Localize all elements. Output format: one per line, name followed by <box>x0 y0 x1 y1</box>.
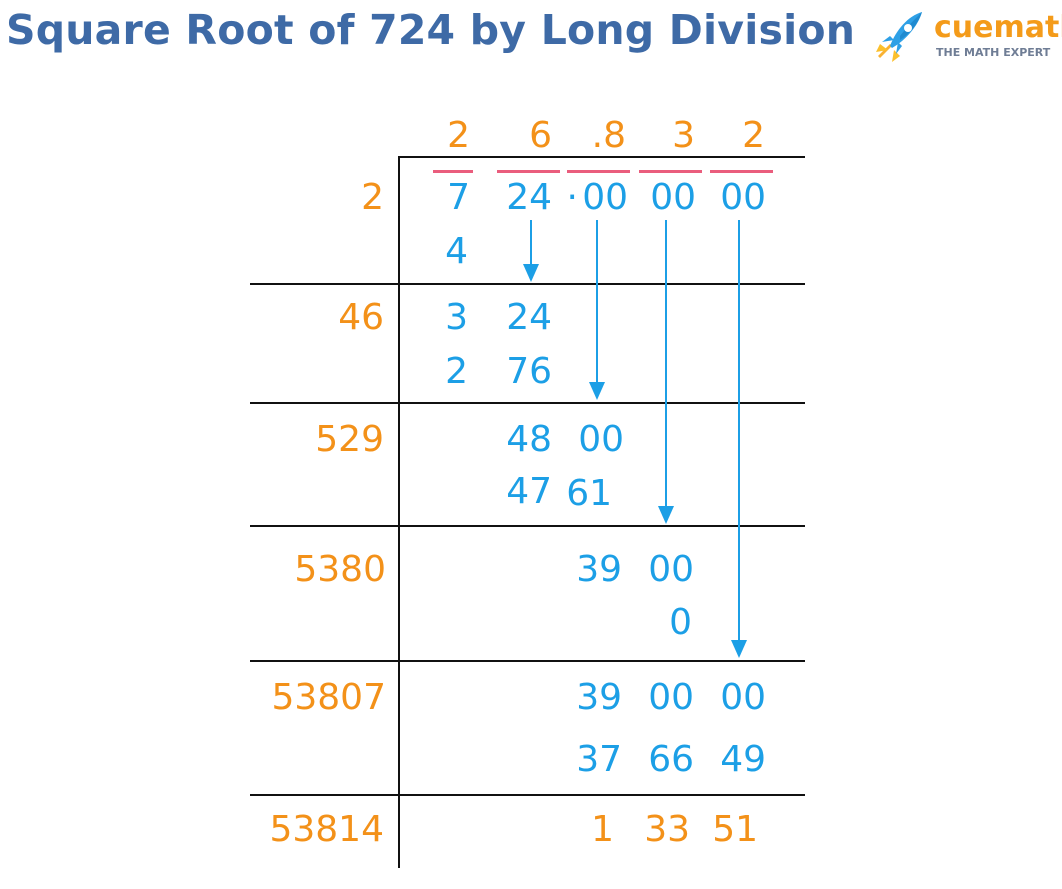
subtrahend: 76 <box>506 351 552 392</box>
row-divider <box>250 402 805 404</box>
remainder: 00 <box>578 419 624 460</box>
final-remainder: 51 <box>712 809 758 850</box>
remainder: 00 <box>648 677 694 718</box>
cuemath-logo: cuemath THE MATH EXPERT <box>870 6 1062 66</box>
quotient-digit: 2 <box>447 115 470 156</box>
quotient-digit: 3 <box>672 115 695 156</box>
remainder: 48 <box>506 419 552 460</box>
divisor: 529 <box>315 419 384 460</box>
row-divider <box>250 525 805 527</box>
division-top-bar <box>398 156 805 158</box>
row-divider <box>250 794 805 796</box>
pair-overline <box>639 170 702 173</box>
pair-overline <box>497 170 560 173</box>
subtrahend: 47 <box>506 471 552 512</box>
subtrahend: 2 <box>445 351 468 392</box>
divisor: 5380 <box>294 549 386 590</box>
subtrahend: 4 <box>445 231 468 272</box>
pair-overline <box>567 170 630 173</box>
remainder: 00 <box>720 677 766 718</box>
dividend-group: 00 <box>582 177 628 218</box>
final-remainder: 33 <box>644 809 690 850</box>
remainder: 3 <box>445 297 468 338</box>
rocket-icon <box>876 12 922 62</box>
final-remainder: 1 <box>591 809 614 850</box>
subtrahend: 66 <box>648 739 694 780</box>
page-title: Square Root of 724 by Long Division <box>6 6 856 54</box>
logo-tagline: THE MATH EXPERT <box>936 46 1051 59</box>
remainder: 00 <box>648 549 694 590</box>
dividend-group: 00 <box>720 177 766 218</box>
divisor: 2 <box>361 177 384 218</box>
subtrahend: 0 <box>669 602 692 643</box>
divisor: 46 <box>338 297 384 338</box>
subtrahend: 37 <box>576 739 622 780</box>
decimal-point: · <box>566 177 578 218</box>
quotient-digit: .8 <box>591 115 626 156</box>
pair-overline <box>433 170 473 173</box>
dividend-group: 24 <box>506 177 552 218</box>
subtrahend: 61 <box>566 473 612 514</box>
remainder: 39 <box>576 677 622 718</box>
row-divider <box>250 283 805 285</box>
subtrahend: 49 <box>720 739 766 780</box>
divisor: 53807 <box>271 677 386 718</box>
row-divider <box>250 660 805 662</box>
remainder: 39 <box>576 549 622 590</box>
division-vertical-bar <box>398 156 400 868</box>
dividend-group: 00 <box>650 177 696 218</box>
dividend-group: 7 <box>447 177 470 218</box>
logo-wordmark: cuemath <box>934 10 1062 45</box>
quotient-digit: 6 <box>529 115 552 156</box>
divisor: 53814 <box>269 809 384 850</box>
quotient-digit: 2 <box>742 115 765 156</box>
remainder: 24 <box>506 297 552 338</box>
pair-overline <box>710 170 773 173</box>
